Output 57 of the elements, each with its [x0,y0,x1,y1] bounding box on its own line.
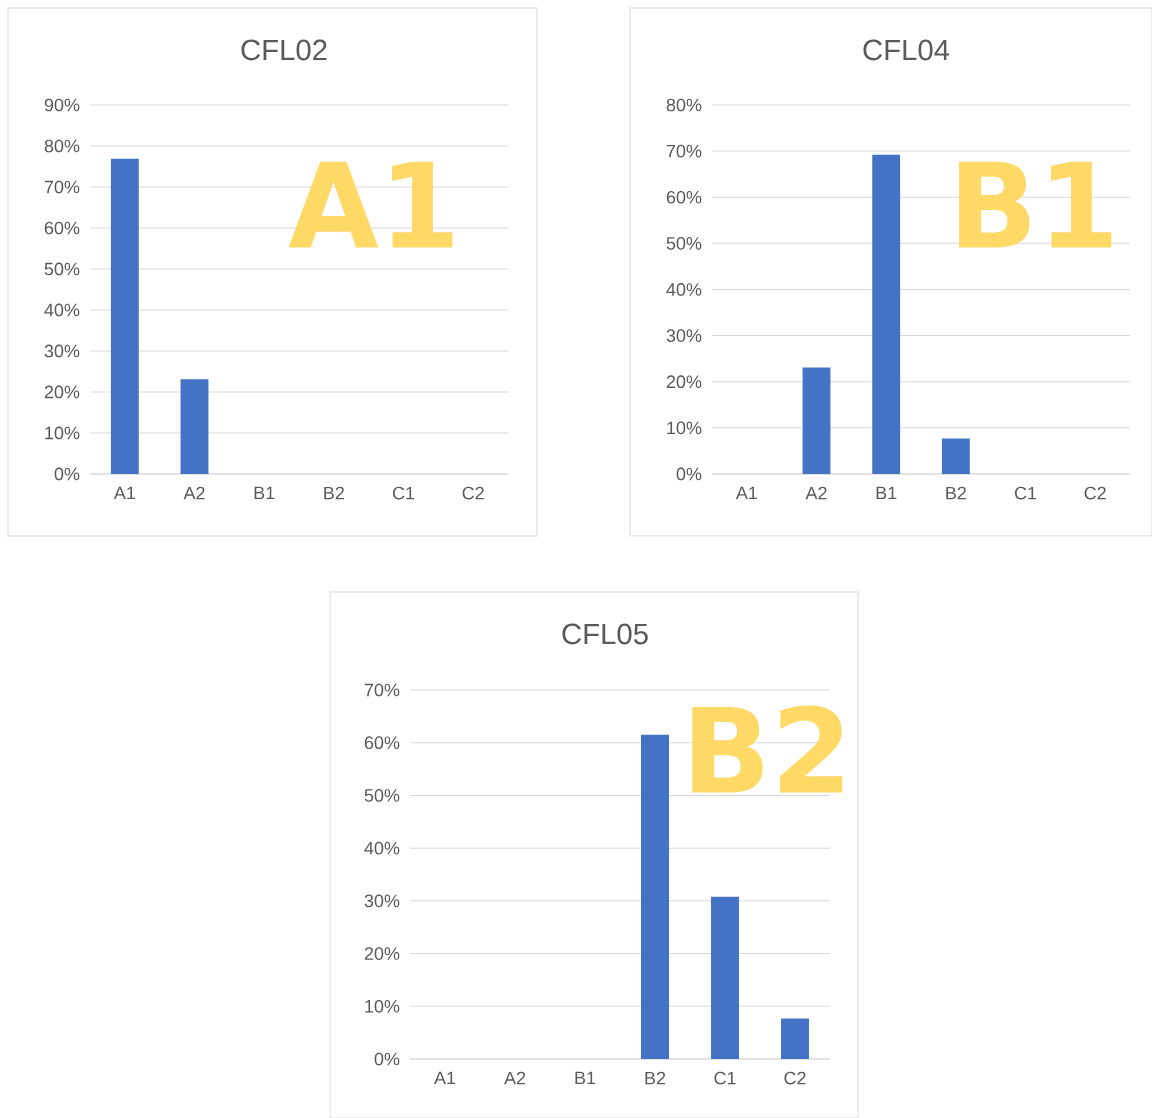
y-tick-label: 90% [44,98,80,112]
x-tick-label: A2 [183,486,205,500]
y-tick-label: 50% [364,789,400,802]
bar [802,367,831,474]
x-tick-label: C2 [1084,486,1106,500]
x-tick-label: B1 [575,1071,596,1085]
y-tick-label: 0% [676,467,702,481]
y-tick-label: 70% [666,144,702,158]
y-tick-label: 70% [364,683,400,697]
x-tick-label: A1 [735,486,757,500]
x-tick-label: C1 [1014,486,1037,500]
chart-title: CFL05 [562,623,648,645]
x-tick-label: A2 [805,486,827,500]
y-tick-label: 0% [374,1052,400,1066]
y-tick-label: 60% [364,736,400,750]
chart-title: CFL02 [241,39,327,61]
y-tick-label: 0% [54,467,80,481]
x-tick-label: B1 [254,486,275,500]
bar [711,896,740,1059]
y-tick-label: 20% [666,375,702,389]
x-tick-label: C1 [392,486,415,500]
bar [941,438,970,474]
y-tick-label: 10% [365,999,400,1013]
bar [641,734,670,1059]
x-tick-label: B2 [645,1071,666,1085]
y-tick-label: 30% [666,329,702,342]
y-tick-label: 60% [44,221,80,235]
y-tick-label: 40% [666,283,702,296]
x-tick-label: B1 [876,486,897,500]
y-tick-label: 50% [44,262,80,276]
x-tick-label: C2 [784,1071,806,1085]
annotation: A1 [288,161,453,248]
y-tick-label: 50% [666,237,702,250]
x-tick-label: B2 [946,486,966,500]
y-tick-label: 60% [666,190,702,204]
y-tick-label: 20% [44,385,80,399]
y-tick-label: 30% [364,894,400,908]
y-tick-label: 10% [667,421,702,435]
annotation: B2 [692,705,843,793]
y-tick-label: 30% [44,344,80,358]
y-tick-label: 80% [666,98,702,112]
y-tick-label: 10% [45,426,80,440]
y-tick-label: 80% [44,139,80,153]
y-tick-label: 40% [364,841,400,855]
x-tick-label: C2 [462,486,484,500]
bar [872,154,901,474]
y-tick-label: 20% [364,947,400,960]
x-tick-label: A2 [504,1071,526,1085]
y-tick-label: 70% [44,180,80,194]
x-tick-label: B2 [324,486,344,500]
chart-title: CFL04 [863,39,950,61]
x-tick-label: C1 [714,1071,736,1085]
x-tick-label: A1 [434,1071,456,1085]
annotation: B1 [959,161,1112,248]
y-tick-label: 40% [44,303,80,317]
bar [781,1018,810,1059]
x-tick-label: A1 [113,486,135,500]
